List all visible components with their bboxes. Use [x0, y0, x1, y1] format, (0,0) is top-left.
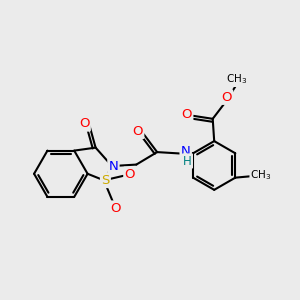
Text: O: O: [124, 168, 135, 181]
Text: O: O: [182, 108, 192, 121]
Text: H: H: [183, 154, 192, 167]
Text: O: O: [111, 202, 121, 215]
Text: N: N: [181, 145, 190, 158]
Text: S: S: [101, 174, 110, 187]
Text: N: N: [109, 160, 118, 172]
Text: O: O: [79, 117, 90, 130]
Text: O: O: [133, 125, 143, 138]
Text: O: O: [221, 91, 232, 103]
Text: CH$_3$: CH$_3$: [250, 168, 271, 182]
Text: CH$_3$: CH$_3$: [226, 73, 248, 86]
